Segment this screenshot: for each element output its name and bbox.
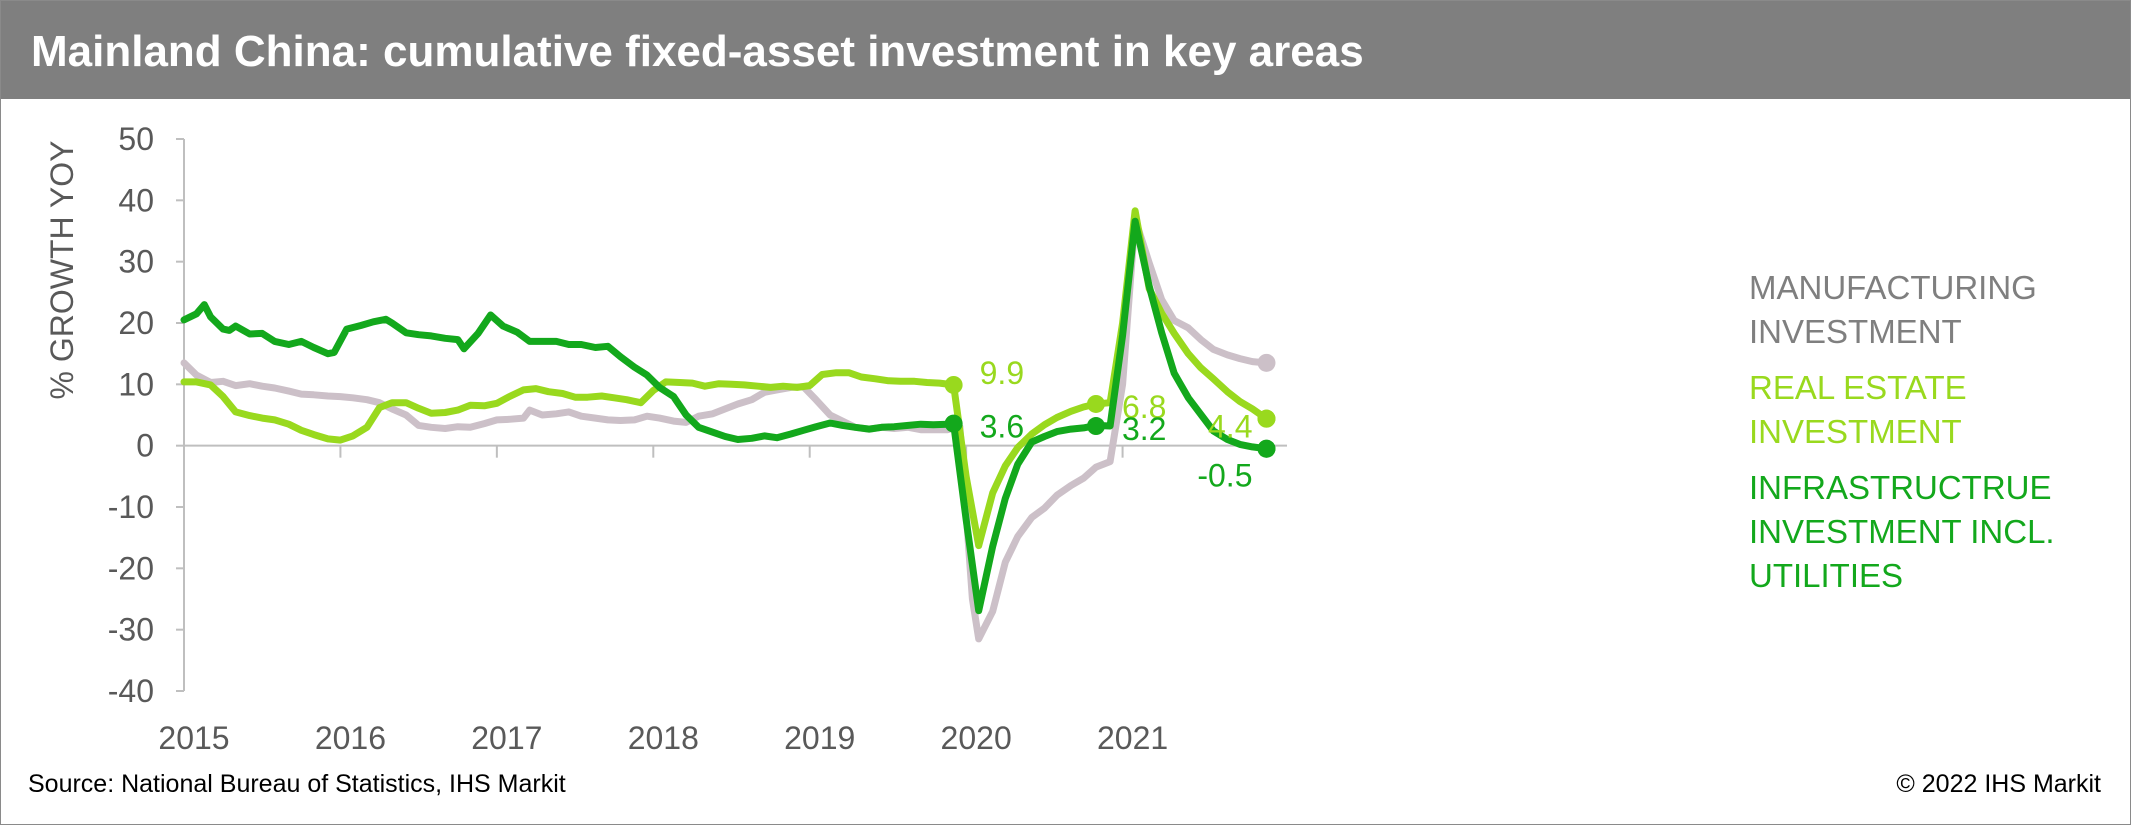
legend-label: UTILITIES	[1749, 557, 1903, 594]
annotation-marker	[1257, 409, 1276, 428]
y-tick-label: -20	[108, 550, 154, 586]
value-label: 4.4	[1208, 409, 1252, 445]
copyright-note: © 2022 IHS Markit	[1896, 770, 2101, 798]
annotation-marker	[1257, 439, 1276, 458]
value-label: 6.8	[1122, 389, 1166, 425]
legend-label: INVESTMENT INCL.	[1749, 513, 2055, 550]
value-labels: 9.9 3.6 6.83.2 4.4 -0.5	[944, 355, 1276, 494]
x-tick-label: 2021	[1097, 720, 1168, 756]
annotation-marker	[944, 414, 963, 433]
y-tick-label: -10	[108, 489, 154, 525]
end-marker-manufacturing	[1257, 353, 1276, 372]
value-label: 3.2	[1122, 411, 1166, 447]
legend-label: REAL ESTATE	[1749, 369, 1967, 406]
y-tick-label: 50	[118, 121, 154, 157]
chart-title: Mainland China: cumulative fixed-asset i…	[31, 27, 1364, 76]
legend-label: INVESTMENT	[1749, 313, 1962, 350]
legend: MANUFACTURING INVESTMENT REAL ESTATE INVEST…	[1749, 269, 2055, 594]
title-bar: Mainland China: cumulative fixed-asset i…	[1, 1, 2130, 99]
y-tick-label: 0	[136, 428, 154, 464]
legend-label: INFRASTRUCTRUE	[1749, 469, 2052, 506]
annotation-marker	[1086, 394, 1105, 413]
value-label: 9.9	[980, 355, 1024, 391]
series-line-manufacturing	[180, 215, 1270, 643]
y-tick-label: 10	[118, 366, 154, 402]
y-tick-label: 20	[118, 305, 154, 341]
y-tick-label: 40	[118, 182, 154, 218]
x-tick-label: 2018	[628, 720, 699, 756]
y-tick-label: -30	[108, 612, 154, 648]
value-label: -0.5	[1197, 458, 1252, 494]
annotation-marker	[1086, 417, 1105, 436]
source-note: Source: National Bureau of Statistics, I…	[28, 770, 566, 798]
legend-label: MANUFACTURING	[1749, 269, 2037, 306]
value-label: 3.6	[980, 409, 1024, 445]
annotation-marker	[944, 375, 963, 394]
series-lines	[180, 207, 1270, 643]
y-tick-label: 30	[118, 244, 154, 280]
y-tick-label: -40	[108, 673, 154, 709]
series-line-real-estate	[180, 207, 1270, 550]
x-tick-label: 2019	[784, 720, 855, 756]
x-tick-label: 2015	[158, 720, 229, 756]
x-tick-label: 2017	[471, 720, 542, 756]
x-tick-label: 2020	[941, 720, 1012, 756]
y-axis-title: % GROWTH YOY	[44, 141, 80, 400]
x-tick-label: 2016	[315, 720, 386, 756]
legend-label: INVESTMENT	[1749, 413, 1962, 450]
series-line-infrastructure	[180, 217, 1270, 615]
